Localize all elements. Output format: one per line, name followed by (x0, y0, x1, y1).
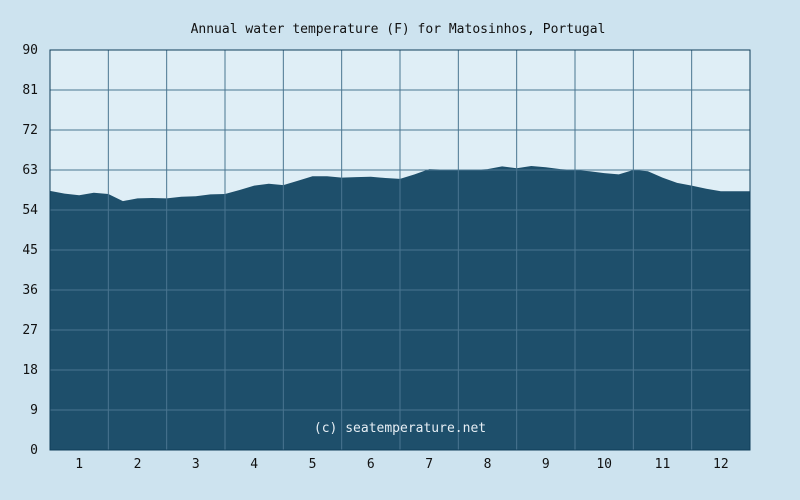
y-tick-label: 36 (22, 283, 38, 298)
x-tick-label: 3 (192, 457, 200, 472)
x-tick-label: 11 (655, 457, 671, 472)
y-tick-label: 18 (22, 363, 38, 378)
y-tick-label: 90 (22, 43, 38, 58)
grid-layer (49, 49, 751, 451)
x-tick-label: 8 (484, 457, 492, 472)
y-tick-label: 72 (22, 123, 38, 138)
x-tick-label: 1 (75, 457, 83, 472)
y-tick-label: 54 (22, 203, 38, 218)
y-axis-ticks: 0 9 18 27 36 45 54 63 72 81 90 (22, 43, 38, 458)
x-tick-label: 12 (713, 457, 729, 472)
x-tick-label: 9 (542, 457, 550, 472)
y-tick-label: 45 (22, 243, 38, 258)
plot-border (49, 49, 751, 451)
x-tick-label: 6 (367, 457, 375, 472)
x-tick-label: 5 (309, 457, 317, 472)
x-tick-label: 10 (596, 457, 612, 472)
y-tick-label: 27 (22, 323, 38, 338)
x-tick-label: 7 (425, 457, 433, 472)
y-tick-label: 0 (30, 443, 38, 458)
credit-annotation: (c) seatemperature.net (314, 421, 486, 436)
chart-title: Annual water temperature (F) for Matosin… (191, 22, 606, 37)
y-tick-label: 9 (30, 403, 38, 418)
y-tick-label: 63 (22, 163, 38, 178)
y-tick-label: 81 (22, 83, 38, 98)
x-axis-ticks: 1 2 3 4 5 6 7 8 9 10 11 12 (75, 457, 728, 472)
x-tick-label: 2 (134, 457, 142, 472)
x-tick-label: 4 (250, 457, 258, 472)
